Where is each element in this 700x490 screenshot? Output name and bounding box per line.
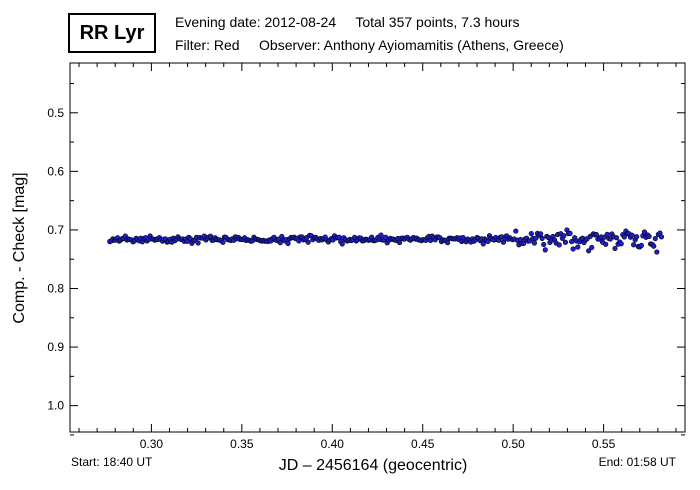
info-line-date-points: Evening date: 2012-08-24 Total 357 point… [175,14,520,30]
star-name: RR Lyr [79,21,145,44]
data-point [603,241,609,247]
end-time-label: End: 01:58 UT [598,455,676,469]
x-tick-label: 0.35 [230,437,254,451]
y-tick-label: 0.7 [47,223,64,237]
data-point [562,239,569,245]
data-point [654,249,660,255]
data-point [445,240,451,246]
data-point [538,231,544,237]
info-line-filter-observer: Filter: Red Observer: Anthony Ayiomamiti… [175,37,564,53]
data-point [601,234,607,240]
data-point [528,230,534,237]
data-point [575,244,581,250]
plot-frame [69,62,686,433]
data-point [336,234,342,240]
data-point [339,241,345,247]
data-point [539,235,545,241]
y-tick-label: 0.9 [47,340,64,354]
data-point [646,233,652,239]
data-point [570,246,576,252]
data-point [531,240,538,246]
x-tick-label: 0.30 [140,437,164,451]
data-point [513,228,519,234]
data-point [378,232,384,238]
data-point [658,234,665,240]
data-point [618,241,624,247]
data-point [593,231,599,238]
data-point [533,235,539,241]
data-point [556,242,562,248]
data-point [651,243,657,249]
data-point [586,248,592,254]
data-point [520,240,527,246]
x-tick-label: 0.45 [411,437,435,451]
data-point [277,240,283,246]
data-point [630,242,637,248]
data-point [561,233,567,239]
y-tick-label: 0.5 [47,106,64,120]
data-point [305,239,311,245]
start-time-label: Start: 18:40 UT [71,455,153,469]
x-axis-label: JD – 2456164 (geocentric) [278,457,468,474]
data-point [634,234,640,240]
data-point [613,235,620,241]
data-point [542,247,548,253]
y-tick-label: 0.8 [47,282,64,296]
data-point [638,242,644,249]
data-point [621,234,627,240]
data-point [589,244,595,251]
data-point [567,230,573,236]
data-point [285,240,291,247]
y-axis-label: Comp. - Check [mag] [11,172,28,324]
data-point [569,238,575,245]
data-point [480,241,486,247]
x-tick-label: 0.55 [592,437,616,451]
data-point [541,241,547,248]
x-tick-label: 0.50 [501,437,525,451]
x-tick-label: 0.40 [321,437,345,451]
data-point [220,239,226,245]
data-point [396,239,403,246]
star-name-box: RR Lyr [68,13,156,53]
y-tick-label: 0.6 [47,164,64,178]
y-tick-label: 1.0 [47,399,64,413]
data-point [485,238,491,245]
data-point [629,232,635,238]
data-point [195,240,201,246]
data-point [641,229,648,235]
data-point [652,235,658,242]
data-point [612,245,618,252]
